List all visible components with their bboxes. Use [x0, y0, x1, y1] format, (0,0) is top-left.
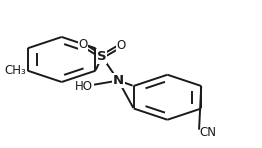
Text: CH₃: CH₃ [5, 64, 26, 77]
Text: CN: CN [199, 126, 216, 139]
Text: HO: HO [75, 80, 93, 93]
Text: N: N [113, 74, 124, 87]
Text: O: O [116, 39, 125, 52]
Text: O: O [78, 38, 88, 52]
Text: S: S [97, 50, 107, 63]
